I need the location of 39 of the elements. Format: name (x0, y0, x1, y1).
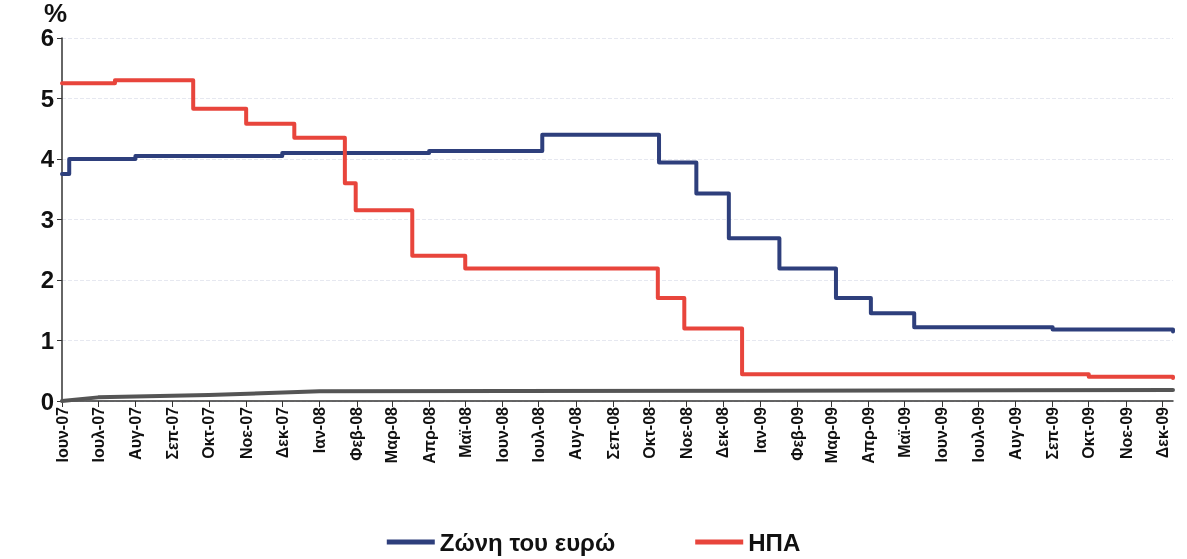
x-tick-label: Ιουλ-07 (89, 406, 107, 463)
x-tick-label: Σεπ-08 (604, 406, 622, 460)
x-tick-label: Δεκ-09 (1153, 406, 1171, 459)
y-tick-label: 4 (40, 145, 55, 173)
x-tick-label: Μαρ-08 (383, 406, 401, 464)
x-tick-label: Δεκ-07 (273, 406, 291, 459)
x-tick-label: Ιουλ-09 (969, 406, 987, 463)
x-tick-label: Νοε-07 (237, 406, 255, 460)
x-tick-label: Δεκ-08 (714, 406, 732, 459)
x-tick-label: Αυγ-09 (1006, 406, 1024, 460)
x-tick-label: Απρ-08 (420, 406, 438, 464)
x-tick-label: Νοε-09 (1117, 406, 1135, 460)
x-tick-label: Ιουν-08 (494, 406, 512, 463)
y-tick-label: 2 (40, 266, 54, 294)
x-tick-label: Ιουν-09 (933, 406, 951, 463)
x-tick-label: Φεβ-09 (788, 406, 806, 461)
x-tick-label: Ιαν-08 (311, 406, 329, 454)
x-tick-label: Ιουλ-08 (530, 406, 548, 463)
x-tick-label: Ιαν-09 (751, 406, 769, 454)
x-tick-label: Μαϊ-09 (896, 406, 914, 458)
x-tick-label: Ιουν-07 (53, 406, 71, 463)
legend-label: Ζώνη του ευρώ (439, 528, 616, 556)
y-tick-label: 0 (40, 387, 54, 415)
y-tick-label: 1 (40, 326, 54, 354)
x-tick-label: Σεπ-07 (164, 406, 182, 460)
x-tick-label: Σεπ-09 (1044, 406, 1062, 460)
x-tick-label: Μαϊ-08 (456, 406, 474, 458)
x-tick-label: Οκτ-07 (200, 406, 218, 459)
x-tick-label: Απρ-09 (859, 406, 877, 464)
x-tick-label: Φεβ-08 (348, 406, 366, 461)
y-tick-label: 3 (40, 205, 54, 233)
x-tick-label: Αυγ-07 (126, 406, 144, 460)
x-tick-label: Αυγ-08 (567, 406, 585, 460)
x-tick-label: Οκτ-09 (1080, 406, 1098, 459)
x-tick-label: Μαρ-09 (822, 406, 840, 464)
y-tick-label: 5 (40, 84, 54, 112)
x-tick-label: Νοε-08 (678, 406, 696, 460)
legend-label: ΗΠΑ (748, 528, 801, 556)
x-tick-label: Οκτ-08 (640, 406, 658, 459)
